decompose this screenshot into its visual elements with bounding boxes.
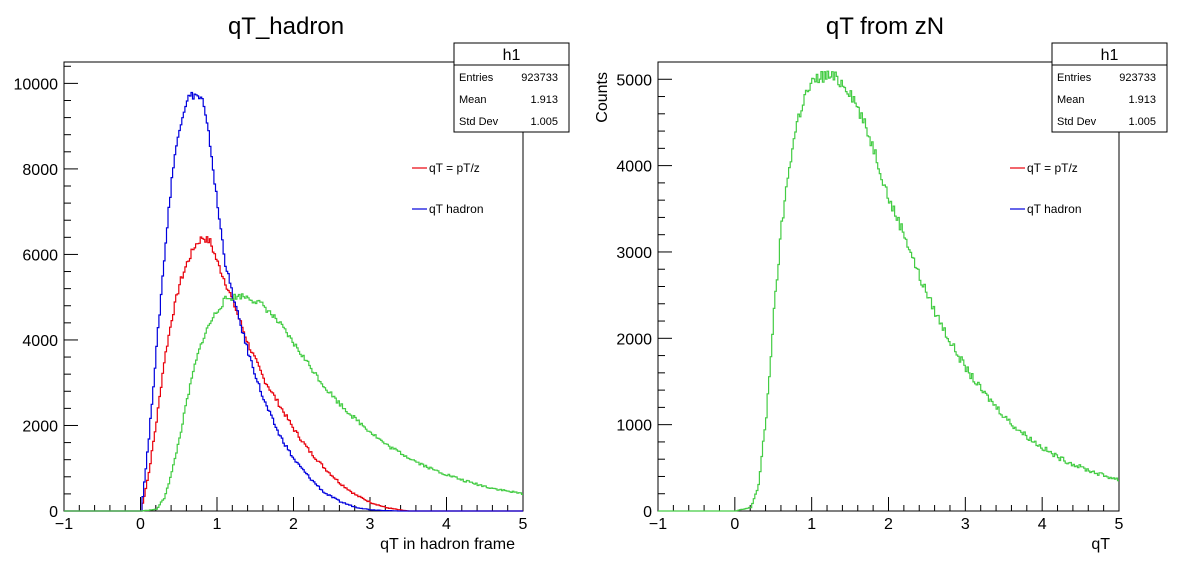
x-tick-label: 0: [136, 516, 145, 533]
x-tick-label: 4: [442, 516, 451, 533]
histogram-series-3: [64, 293, 523, 512]
y-tick-label: 0: [49, 504, 58, 521]
legend-entry: qT = pT/z: [429, 161, 480, 175]
y-tick-label: 3000: [616, 245, 652, 262]
histogram-series-1: [64, 236, 523, 512]
stats-label: Entries: [1057, 72, 1092, 84]
x-tick-label: 2: [289, 516, 298, 533]
x-tick-label: −1: [55, 516, 73, 533]
chart-title: qT from zN: [826, 13, 944, 40]
x-tick-label: 4: [1038, 516, 1047, 533]
x-tick-label: 5: [519, 516, 528, 533]
chart-panel-1: qT_hadron−1 0 1 2 3 4 50200040006000800010000q…: [14, 13, 570, 553]
y-tick-label: 0: [643, 504, 652, 521]
y-tick-label: 8000: [22, 162, 58, 179]
stats-label: Std Dev: [459, 116, 499, 128]
chart-panel-2: qT from zN−1 0 1 2 3 4 5010002000300040005000q…: [594, 13, 1168, 553]
stats-box: [1051, 42, 1168, 133]
stats-title: h1: [503, 47, 521, 64]
y-tick-label: 1000: [616, 418, 652, 435]
legend-entry: qT = pT/z: [1027, 161, 1078, 175]
y-tick-label: 4000: [22, 333, 58, 350]
x-tick-label: 3: [366, 516, 375, 533]
histogram-series-2: [64, 91, 523, 512]
x-tick-label: 0: [730, 516, 739, 533]
stats-value: 1.005: [530, 116, 558, 128]
y-tick-label: 4000: [616, 159, 652, 176]
stats-value: 1.913: [1128, 94, 1156, 106]
y-tick-label: 2000: [22, 418, 58, 435]
chart-title: qT_hadron: [228, 13, 344, 40]
stats-box: [453, 42, 570, 133]
stats-title: h1: [1101, 47, 1119, 64]
x-tick-label: 3: [961, 516, 970, 533]
x-axis-label: qT: [1091, 536, 1110, 553]
stats-value: 923733: [521, 72, 558, 84]
x-tick-label: −1: [649, 516, 667, 533]
plot-frame: [657, 61, 1120, 512]
y-axis-label: Counts: [594, 72, 611, 123]
x-tick-label: 5: [1115, 516, 1124, 533]
x-tick-label: 1: [807, 516, 816, 533]
stats-value: 923733: [1119, 72, 1156, 84]
stats-value: 1.913: [530, 94, 558, 106]
histogram-series-1: [658, 70, 1119, 512]
y-tick-label: 6000: [22, 247, 58, 264]
x-axis-label: qT in hadron frame: [380, 536, 515, 553]
x-tick-label: 2: [884, 516, 893, 533]
y-tick-label: 10000: [14, 76, 59, 93]
legend-entry: qT hadron: [1027, 202, 1082, 216]
x-tick-label: 1: [213, 516, 222, 533]
stats-label: Mean: [459, 94, 487, 106]
y-tick-label: 2000: [616, 331, 652, 348]
y-tick-label: 5000: [616, 72, 652, 89]
legend-entry: qT hadron: [429, 202, 484, 216]
stats-label: Entries: [459, 72, 494, 84]
stats-value: 1.005: [1128, 116, 1156, 128]
stats-label: Std Dev: [1057, 116, 1097, 128]
stats-label: Mean: [1057, 94, 1085, 106]
